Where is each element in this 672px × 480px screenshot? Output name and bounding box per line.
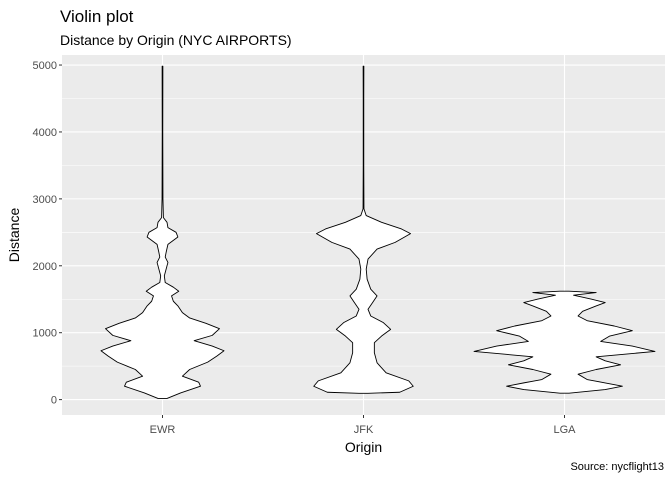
y-tick-label: 2000 [33,261,57,273]
y-tick-label: 3000 [33,194,57,206]
chart-subtitle: Distance by Origin (NYC AIRPORTS) [60,32,292,48]
violins [100,65,656,399]
x-tick-label: JFK [354,424,374,436]
chart-caption: Source: nycflight13 [570,461,664,473]
x-tick-label: EWR [150,424,176,436]
chart-title: Violin plot [60,7,134,26]
y-tick-label: 4000 [33,127,57,139]
violin-ewr [100,65,225,399]
x-tick-label: LGA [553,424,576,436]
y-tick-label: 0 [51,395,57,407]
violin-jfk [313,65,414,394]
y-tick-label: 1000 [33,328,57,340]
x-axis: EWR JFK LGA [150,415,576,436]
x-axis-title: Origin [345,439,382,455]
y-axis: 0 1000 2000 3000 4000 5000 [33,60,62,407]
y-tick-label: 5000 [33,60,57,72]
violin-lga [473,290,656,394]
y-axis-title: Distance [6,208,22,263]
